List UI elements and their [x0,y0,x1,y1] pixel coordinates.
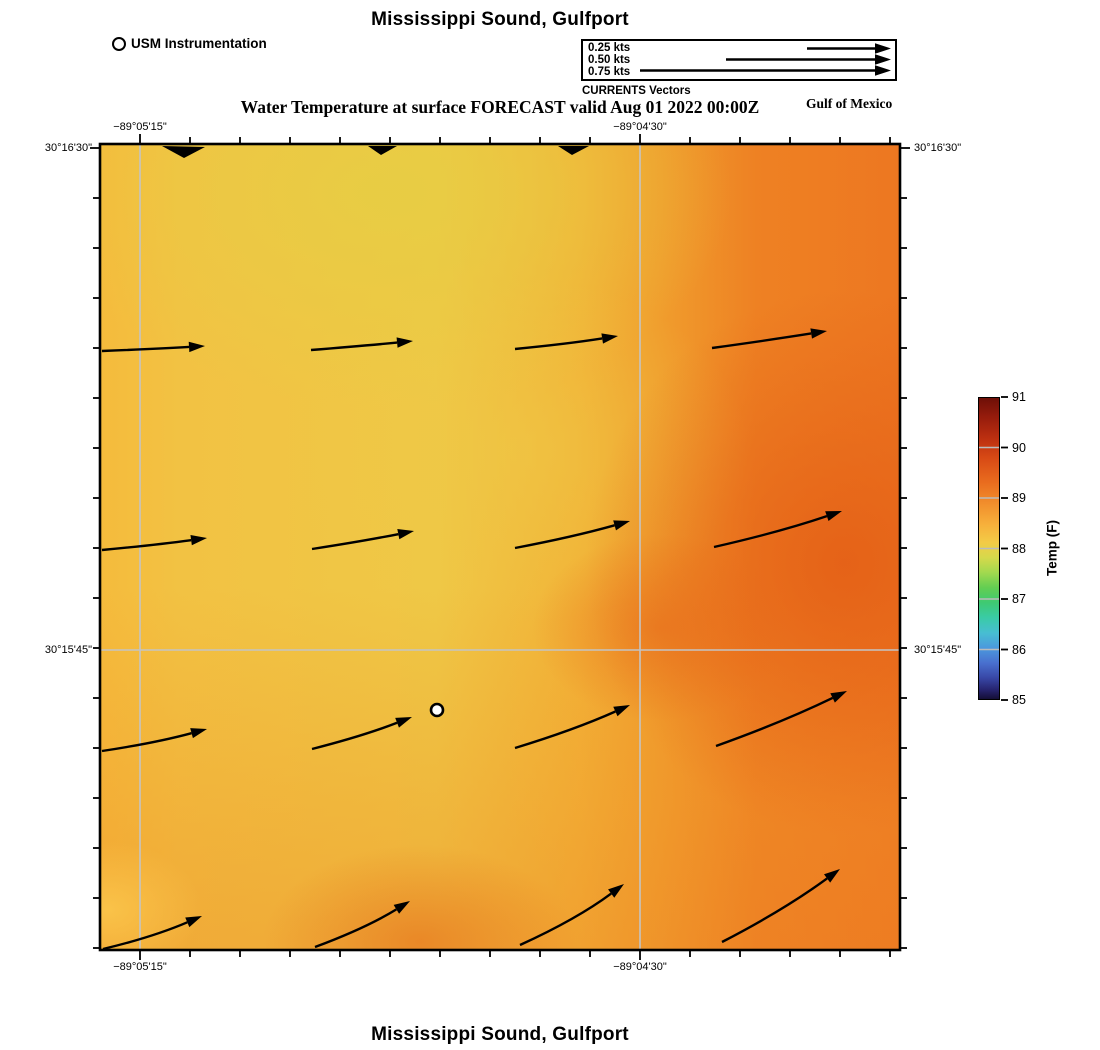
colorbar-tick-label: 88 [1012,541,1026,556]
x-tick-label-top-west: −89°05'15" [113,121,167,133]
currents-legend-caption: CURRENTS Vectors [582,85,691,97]
region-label: Gulf of Mexico [806,96,893,111]
colorbar-axis-label: Temp (F) [1044,520,1060,576]
currents-speed-label-025: 0.25 kts [588,42,631,54]
colorbar-tick-label: 87 [1012,592,1026,606]
colorbar-tick-label: 90 [1012,440,1026,455]
bottom-caption-title: Mississippi Sound, Gulfport [371,1024,629,1045]
currents-legend-box: 0.25 kts 0.50 kts 0.75 kts [581,39,897,81]
colorbar-tick-label: 89 [1012,491,1026,505]
instrumentation-label: USM Instrumentation [131,36,267,51]
x-tick-label-bottom-west: −89°05'15" [113,961,167,973]
chart-subtitle: Water Temperature at surface FORECAST va… [240,97,760,117]
station-marker-icon [112,36,126,51]
y-tick-label-right-south: 30°15'45" [914,644,962,656]
page-title: Mississippi Sound, Gulfport [371,9,629,30]
currents-speed-label-075: 0.75 kts [588,66,631,78]
y-tick-label-right-north: 30°16'30" [914,142,962,154]
currents-speed-label-050: 0.50 kts [588,54,631,66]
x-tick-label-top-east: −89°04'30" [613,121,667,133]
y-tick-label-left-north: 30°16'30" [44,142,92,154]
colorbar-tick-label: 91 [1012,390,1026,404]
x-tick-label-bottom-east: −89°04'30" [613,961,667,973]
colorbar-tick-label: 85 [1012,693,1026,707]
y-tick-label-left-south: 30°15'45" [44,644,92,656]
temperature-heatmap-field [100,144,900,950]
instrumentation-legend: USM Instrumentation [112,36,267,51]
colorbar [978,397,1000,700]
colorbar-tick-label: 86 [1012,642,1026,657]
